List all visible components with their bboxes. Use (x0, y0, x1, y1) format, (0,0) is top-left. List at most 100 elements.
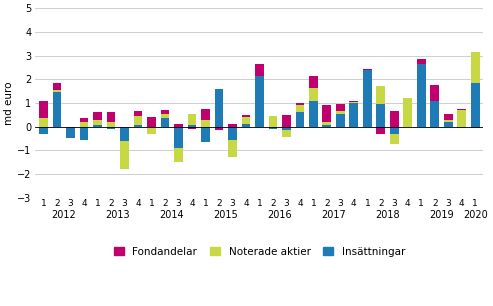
Bar (39, 118, 48, 127)
Text: 2012: 2012 (51, 210, 76, 220)
Text: 2020: 2020 (463, 210, 488, 220)
Bar (471, 52, 480, 83)
Bar (458, 127, 466, 128)
Text: 2013: 2013 (106, 210, 130, 220)
Bar (430, 101, 439, 127)
Bar (242, 117, 250, 124)
Bar (282, 127, 291, 130)
Bar (377, 104, 385, 127)
Bar (120, 127, 129, 141)
Bar (417, 64, 425, 127)
Bar (336, 114, 345, 127)
Bar (350, 101, 358, 102)
Text: 2019: 2019 (429, 210, 454, 220)
Bar (161, 118, 170, 127)
Bar (295, 105, 304, 112)
Bar (228, 127, 237, 140)
Bar (228, 140, 237, 158)
Bar (53, 90, 62, 92)
Bar (214, 89, 223, 127)
Bar (390, 134, 399, 144)
Bar (322, 105, 331, 122)
Bar (322, 125, 331, 127)
Bar (66, 127, 75, 139)
Bar (255, 64, 264, 76)
Bar (134, 111, 142, 116)
Bar (363, 69, 372, 70)
Text: 2018: 2018 (375, 210, 400, 220)
Bar (120, 141, 129, 169)
Text: 2017: 2017 (321, 210, 346, 220)
Bar (147, 117, 156, 127)
Bar (336, 111, 345, 114)
Bar (201, 127, 210, 142)
Bar (106, 122, 115, 127)
Bar (93, 125, 102, 127)
Text: 2014: 2014 (159, 210, 184, 220)
Bar (377, 86, 385, 104)
Bar (322, 122, 331, 125)
Bar (363, 127, 372, 128)
Bar (93, 112, 102, 120)
Bar (53, 83, 62, 90)
Y-axis label: md euro: md euro (4, 81, 14, 125)
Bar (93, 120, 102, 125)
Bar (444, 122, 453, 127)
Bar (161, 110, 170, 114)
Bar (390, 111, 399, 127)
Bar (39, 127, 48, 134)
Bar (188, 127, 196, 129)
Bar (309, 101, 318, 127)
Bar (350, 102, 358, 103)
Bar (430, 85, 439, 101)
Bar (242, 115, 250, 117)
Bar (188, 114, 196, 125)
Bar (134, 125, 142, 127)
Text: 2016: 2016 (267, 210, 292, 220)
Bar (295, 112, 304, 127)
Bar (174, 124, 183, 127)
Bar (80, 118, 88, 122)
Bar (53, 92, 62, 127)
Bar (350, 103, 358, 127)
Bar (80, 122, 88, 127)
Bar (255, 127, 264, 128)
Bar (228, 124, 237, 127)
Bar (390, 127, 399, 134)
Bar (336, 104, 345, 111)
Bar (295, 103, 304, 105)
Bar (255, 76, 264, 127)
Bar (471, 83, 480, 127)
Bar (269, 127, 277, 129)
Bar (242, 124, 250, 127)
Bar (403, 98, 412, 127)
Legend: Fondandelar, Noterade aktier, Insättningar: Fondandelar, Noterade aktier, Insättning… (109, 242, 409, 261)
Bar (444, 114, 453, 120)
Bar (471, 127, 480, 128)
Bar (161, 114, 170, 118)
Text: 2015: 2015 (213, 210, 238, 220)
Bar (201, 109, 210, 120)
Bar (417, 59, 425, 64)
Bar (147, 127, 156, 134)
Bar (174, 127, 183, 148)
Bar (174, 148, 183, 162)
Bar (201, 120, 210, 127)
Bar (309, 88, 318, 101)
Bar (134, 116, 142, 125)
Bar (282, 115, 291, 127)
Bar (282, 130, 291, 137)
Bar (309, 76, 318, 88)
Bar (106, 112, 115, 122)
Bar (188, 125, 196, 127)
Bar (106, 127, 115, 129)
Bar (80, 127, 88, 140)
Bar (377, 127, 385, 134)
Bar (39, 101, 48, 118)
Bar (363, 70, 372, 127)
Bar (458, 109, 466, 110)
Bar (444, 120, 453, 122)
Bar (269, 116, 277, 127)
Bar (214, 127, 223, 130)
Bar (458, 110, 466, 127)
